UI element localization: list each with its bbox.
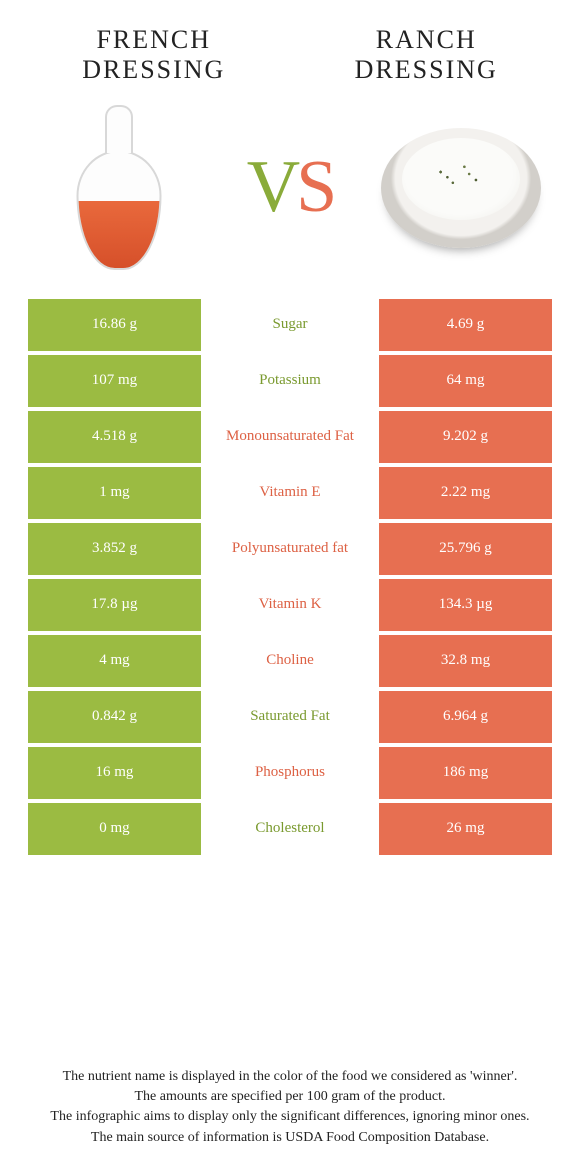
french-value: 4 mg: [28, 635, 201, 687]
table-row: 4.518 gMonounsaturated Fat9.202 g: [28, 411, 552, 463]
title-ranch: RANCH DRESSING: [300, 25, 552, 85]
bowl-icon: [379, 118, 544, 258]
table-row: 16 mgPhosphorus186 mg: [28, 747, 552, 799]
ranch-value: 25.796 g: [379, 523, 552, 575]
french-value: 0.842 g: [28, 691, 201, 743]
nutrient-label: Potassium: [201, 355, 379, 407]
footnote-line: The main source of information is USDA F…: [34, 1128, 546, 1148]
carafe-icon: [74, 105, 164, 270]
images-row: VS: [28, 103, 552, 273]
table-row: 0.842 gSaturated Fat6.964 g: [28, 691, 552, 743]
ranch-value: 64 mg: [379, 355, 552, 407]
table-row: 0 mgCholesterol26 mg: [28, 803, 552, 855]
french-value: 16 mg: [28, 747, 201, 799]
french-value: 107 mg: [28, 355, 201, 407]
table-row: 16.86 gSugar4.69 g: [28, 299, 552, 351]
table-row: 17.8 µgVitamin K134.3 µg: [28, 579, 552, 631]
table-row: 3.852 gPolyunsaturated fat25.796 g: [28, 523, 552, 575]
ranch-value: 4.69 g: [379, 299, 552, 351]
footnotes: The nutrient name is displayed in the co…: [28, 1067, 552, 1154]
footnote-line: The amounts are specified per 100 gram o…: [34, 1087, 546, 1107]
ranch-value: 9.202 g: [379, 411, 552, 463]
nutrient-label: Vitamin E: [201, 467, 379, 519]
nutrient-table: 16.86 gSugar4.69 g107 mgPotassium64 mg4.…: [28, 299, 552, 855]
nutrient-label: Vitamin K: [201, 579, 379, 631]
vs-v: V: [247, 145, 296, 230]
title-french: FRENCH DRESSING: [28, 25, 280, 85]
nutrient-label: Sugar: [201, 299, 379, 351]
nutrient-label: Polyunsaturated fat: [201, 523, 379, 575]
french-dressing-image: [36, 103, 201, 273]
french-value: 4.518 g: [28, 411, 201, 463]
french-value: 16.86 g: [28, 299, 201, 351]
table-row: 4 mgCholine32.8 mg: [28, 635, 552, 687]
ranch-value: 2.22 mg: [379, 467, 552, 519]
nutrient-label: Monounsaturated Fat: [201, 411, 379, 463]
table-row: 1 mgVitamin E2.22 mg: [28, 467, 552, 519]
header-row: FRENCH DRESSING RANCH DRESSING: [28, 25, 552, 85]
french-value: 0 mg: [28, 803, 201, 855]
ranch-value: 134.3 µg: [379, 579, 552, 631]
ranch-dressing-image: [379, 103, 544, 273]
footnote-line: The nutrient name is displayed in the co…: [34, 1067, 546, 1087]
footnote-line: The infographic aims to display only the…: [34, 1107, 546, 1127]
french-value: 17.8 µg: [28, 579, 201, 631]
french-value: 1 mg: [28, 467, 201, 519]
nutrient-label: Cholesterol: [201, 803, 379, 855]
vs-s: S: [296, 145, 333, 230]
nutrient-label: Choline: [201, 635, 379, 687]
ranch-value: 26 mg: [379, 803, 552, 855]
french-value: 3.852 g: [28, 523, 201, 575]
nutrient-label: Phosphorus: [201, 747, 379, 799]
ranch-value: 32.8 mg: [379, 635, 552, 687]
vs-label: VS: [247, 145, 334, 230]
table-row: 107 mgPotassium64 mg: [28, 355, 552, 407]
ranch-value: 6.964 g: [379, 691, 552, 743]
nutrient-label: Saturated Fat: [201, 691, 379, 743]
ranch-value: 186 mg: [379, 747, 552, 799]
